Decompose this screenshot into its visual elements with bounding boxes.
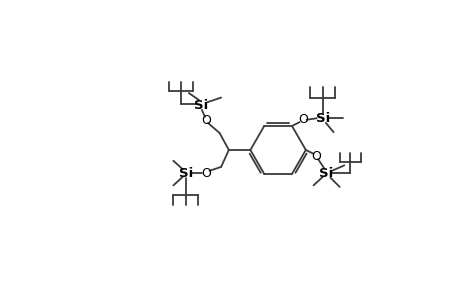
Text: O: O: [311, 150, 321, 163]
Text: Si: Si: [194, 99, 208, 112]
Text: O: O: [200, 114, 210, 127]
Text: O: O: [297, 113, 307, 126]
Text: Si: Si: [318, 167, 332, 180]
Text: Si: Si: [315, 112, 329, 125]
Text: Si: Si: [178, 167, 192, 180]
Text: O: O: [200, 167, 210, 180]
